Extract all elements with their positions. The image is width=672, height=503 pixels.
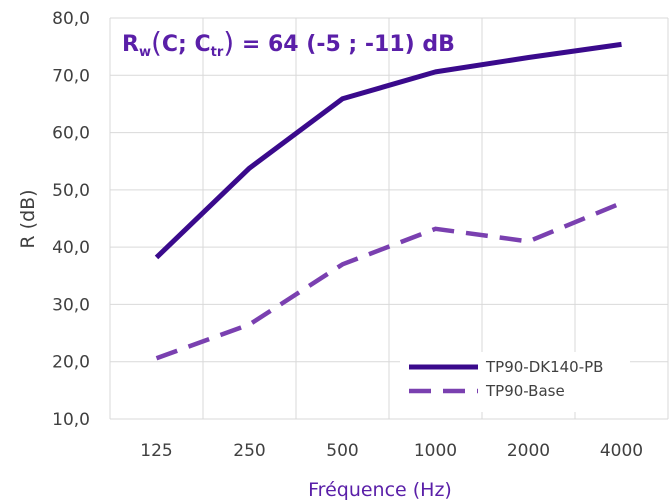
y-tick-label: 50,0 <box>52 181 90 201</box>
series-line-1 <box>154 41 622 260</box>
y-tick-label: 80,0 <box>52 9 90 29</box>
y-tick-label: 40,0 <box>52 238 90 258</box>
x-tick-label: 125 <box>140 441 172 461</box>
series-line-2 <box>155 200 623 361</box>
y-tick-label: 70,0 <box>52 66 90 86</box>
legend-label: TP90-DK140-PB <box>485 358 603 376</box>
x-tick-label: 2000 <box>507 441 550 461</box>
y-axis-title: R (dB) <box>17 189 39 248</box>
y-tick-label: 30,0 <box>52 295 90 315</box>
y-tick-label: 10,0 <box>52 410 90 430</box>
x-tick-label: 250 <box>233 441 265 461</box>
x-axis-title: Fréquence (Hz) <box>308 479 452 501</box>
y-tick-label: 60,0 <box>52 124 90 144</box>
x-tick-label: 1000 <box>414 441 457 461</box>
rating-annotation: Rw(C; Ctr) = 64 (-5 ; -11) dB <box>122 26 455 60</box>
y-axis-ticks: 10,0 20,0 30,0 40,0 50,0 60,0 70,0 80,0 <box>52 9 90 430</box>
x-tick-label: 500 <box>326 441 358 461</box>
legend: TP90-DK140-PB TP90-Base <box>400 352 630 412</box>
x-axis-ticks: 125 250 500 1000 2000 4000 <box>140 441 643 461</box>
legend-background <box>400 352 630 412</box>
legend-label: TP90-Base <box>485 382 565 400</box>
x-tick-label: 4000 <box>600 441 643 461</box>
y-tick-label: 20,0 <box>52 353 90 373</box>
series-lines <box>154 41 623 361</box>
